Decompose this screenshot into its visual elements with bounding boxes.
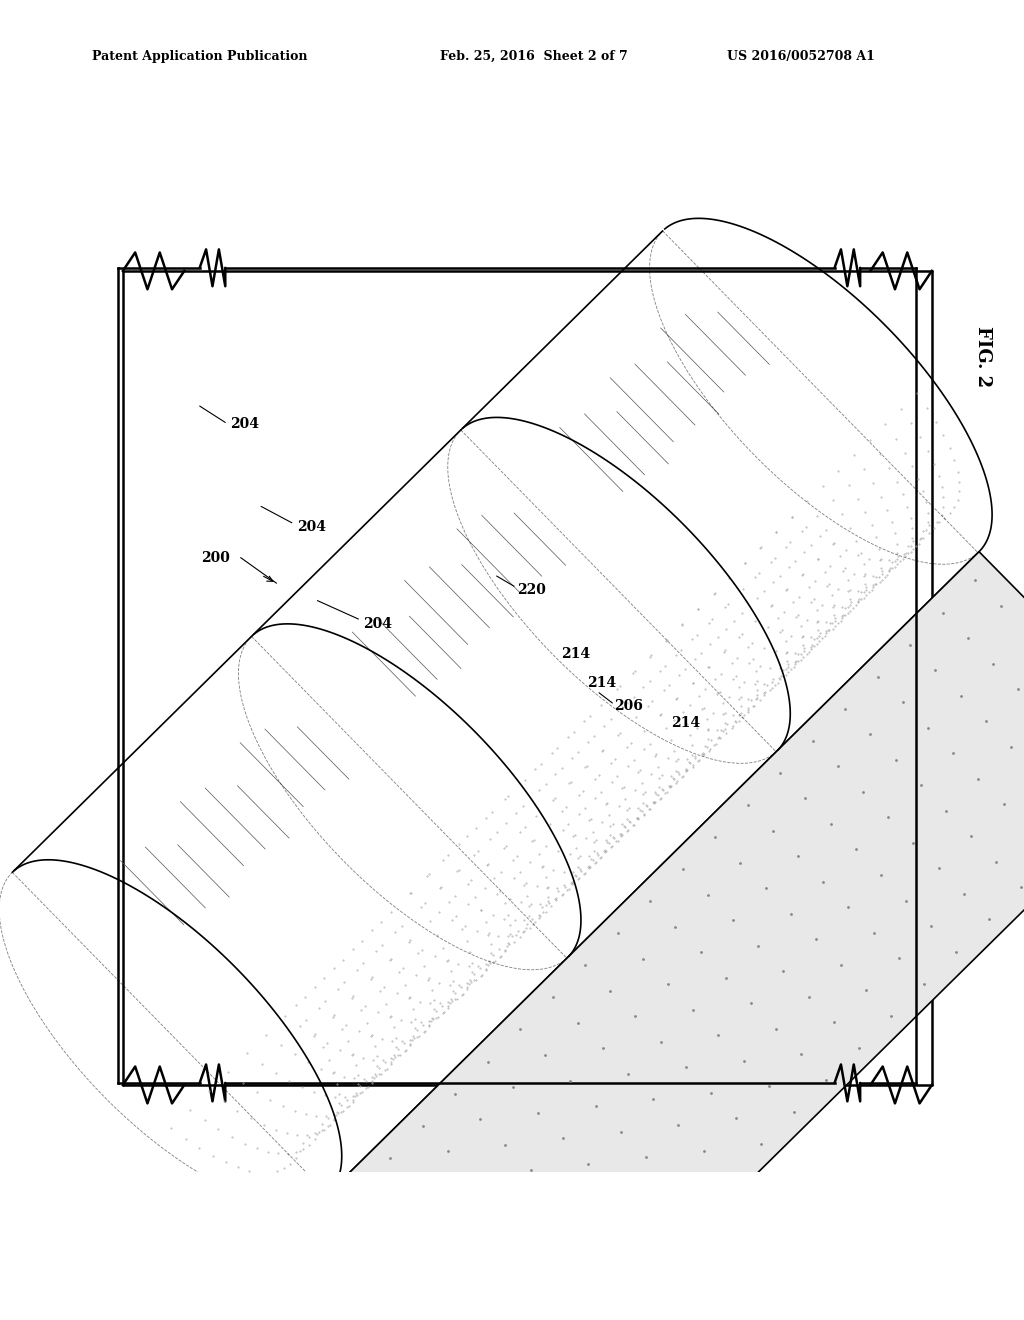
Text: 214: 214 xyxy=(671,717,699,730)
Text: FIG. 2: FIG. 2 xyxy=(974,326,992,387)
Text: 204: 204 xyxy=(230,417,259,432)
Text: 220: 220 xyxy=(517,583,546,598)
Text: Feb. 25, 2016  Sheet 2 of 7: Feb. 25, 2016 Sheet 2 of 7 xyxy=(440,50,628,63)
Text: 200: 200 xyxy=(202,550,230,565)
Text: Patent Application Publication: Patent Application Publication xyxy=(92,50,307,63)
Text: 204: 204 xyxy=(297,520,326,533)
Polygon shape xyxy=(329,552,1024,1320)
Text: 204: 204 xyxy=(364,618,392,631)
Text: 206: 206 xyxy=(614,700,643,713)
Text: 214: 214 xyxy=(587,676,615,689)
Text: 214: 214 xyxy=(561,647,590,661)
Text: US 2016/0052708 A1: US 2016/0052708 A1 xyxy=(727,50,874,63)
